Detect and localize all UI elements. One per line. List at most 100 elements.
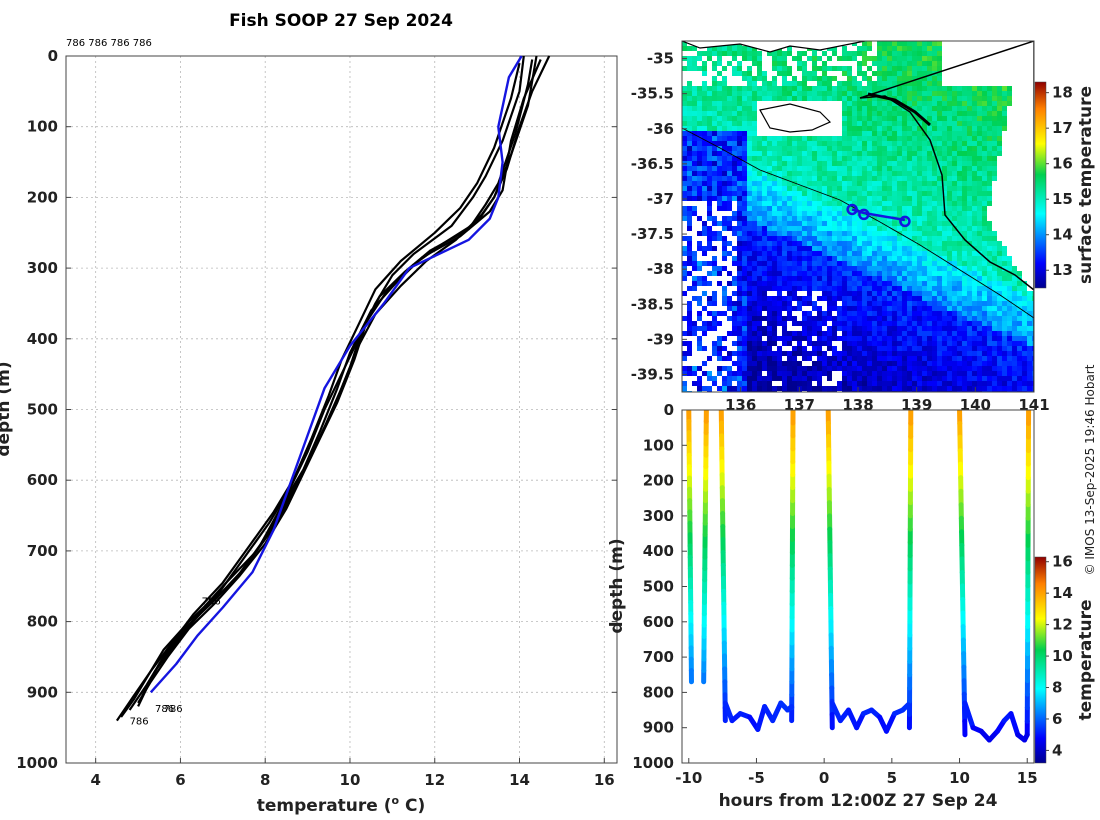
sst-cell — [912, 181, 917, 186]
sst-cell — [767, 81, 772, 86]
sst-cell — [977, 301, 982, 306]
sst-cell — [872, 211, 877, 216]
sst-cell — [727, 186, 732, 191]
sst-cell — [837, 86, 842, 91]
sst-cell — [1032, 356, 1034, 361]
sst-cell — [757, 366, 762, 371]
sst-cell — [797, 146, 802, 151]
sst-cell — [952, 261, 957, 266]
sst-cell — [897, 381, 902, 386]
sst-cell — [927, 261, 932, 266]
sst-cell — [977, 131, 982, 136]
sst-cell — [862, 251, 867, 256]
sst-cell — [762, 141, 767, 146]
sst-cell — [697, 121, 702, 126]
sst-cell — [902, 111, 907, 116]
sst-cell — [692, 66, 697, 71]
sst-cell — [947, 86, 952, 91]
sst-cell — [777, 361, 782, 366]
sst-cell — [982, 306, 987, 311]
sst-cell — [837, 306, 842, 311]
sst-cell — [937, 291, 942, 296]
sst-cell — [1027, 366, 1032, 371]
sst-cell — [987, 351, 992, 356]
sst-cell — [882, 191, 887, 196]
sst-cell — [922, 211, 927, 216]
sst-cell — [982, 346, 987, 351]
sst-cell — [752, 181, 757, 186]
sst-cell — [712, 266, 717, 271]
sst-cell — [977, 376, 982, 381]
sst-cell — [837, 56, 842, 61]
sst-cell — [837, 381, 842, 386]
sst-cell — [817, 341, 822, 346]
sst-cell — [892, 231, 897, 236]
sst-cell — [932, 91, 937, 96]
sst-cell — [802, 176, 807, 181]
sst-cell — [907, 366, 912, 371]
sst-cell — [877, 281, 882, 286]
sst-cell — [762, 286, 767, 291]
sst-cell — [882, 136, 887, 141]
sst-cell — [767, 256, 772, 261]
sst-cell — [757, 226, 762, 231]
sst-cell — [742, 241, 747, 246]
sst-cell — [932, 381, 937, 386]
sst-cell — [902, 356, 907, 361]
sst-cell — [802, 246, 807, 251]
sst-cell — [862, 71, 867, 76]
sst-cell — [867, 356, 872, 361]
sst-cell — [747, 156, 752, 161]
sst-cell — [802, 181, 807, 186]
map-ticks: -35-35.5-36-36.5-37-37.5-38-38.5-39-39.5… — [631, 50, 1050, 414]
sst-cell — [947, 96, 952, 101]
sst-cell — [837, 351, 842, 356]
sst-cell — [917, 291, 922, 296]
sst-cell — [1002, 306, 1007, 311]
sst-cell — [897, 196, 902, 201]
sst-cell — [832, 256, 837, 261]
sst-cell — [932, 56, 937, 61]
sst-cell — [847, 261, 852, 266]
sst-cell — [832, 66, 837, 71]
sst-cell — [927, 156, 932, 161]
sst-cell — [842, 146, 847, 151]
sst-cell — [892, 301, 897, 306]
sst-cell — [817, 221, 822, 226]
sst-cell — [997, 306, 1002, 311]
sst-cell — [712, 46, 717, 51]
sst-cell — [772, 216, 777, 221]
sst-cell — [692, 181, 697, 186]
sst-cell — [742, 186, 747, 191]
sst-cell — [877, 191, 882, 196]
sst-cell — [977, 151, 982, 156]
sst-cell — [822, 221, 827, 226]
sst-cell — [777, 96, 782, 101]
sst-cell — [682, 136, 687, 141]
sst-cell — [807, 236, 812, 241]
sst-cell — [912, 56, 917, 61]
sst-cell — [792, 241, 797, 246]
sst-cell — [872, 296, 877, 301]
sst-cell — [757, 371, 762, 376]
sst-cell — [852, 341, 857, 346]
sst-cell — [777, 51, 782, 56]
sst-cell — [967, 311, 972, 316]
sst-cell — [987, 331, 992, 336]
sst-cell — [742, 181, 747, 186]
sst-cell — [827, 91, 832, 96]
sst-cell — [992, 366, 997, 371]
sst-cell — [877, 211, 882, 216]
sst-cell — [782, 216, 787, 221]
sst-cell — [812, 231, 817, 236]
sst-cell — [917, 196, 922, 201]
sst-cell — [987, 196, 992, 201]
sst-cell — [907, 251, 912, 256]
sst-cell — [982, 126, 987, 131]
sst-cell — [742, 51, 747, 56]
map-y-tick-label: -38.5 — [631, 295, 674, 313]
sst-cell — [867, 46, 872, 51]
sst-cell — [737, 291, 742, 296]
sst-cell — [912, 316, 917, 321]
sst-cell — [847, 381, 852, 386]
